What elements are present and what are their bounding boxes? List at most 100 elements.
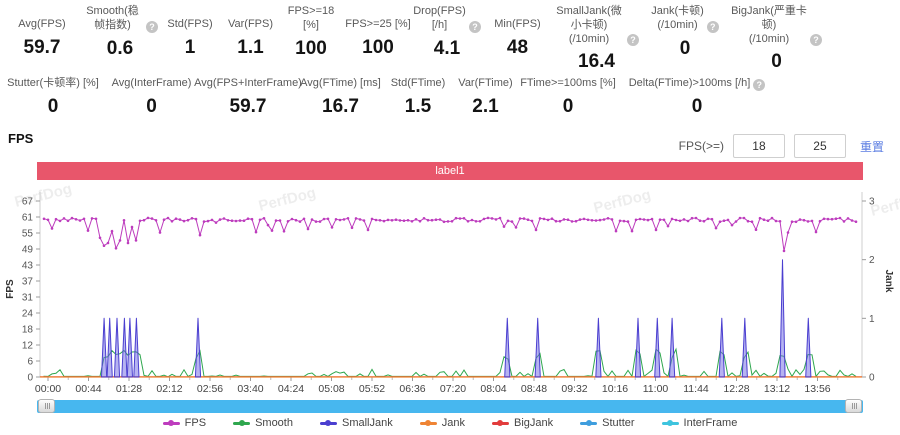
stat-label: Avg(FPS+InterFrame): [194, 77, 302, 90]
svg-text:24: 24: [22, 309, 34, 320]
svg-text:49: 49: [22, 245, 34, 256]
stats-row-1: Avg(FPS) 59.7 Smooth(稳帧指数)? 0.6 Std(FPS)…: [2, 5, 822, 73]
stat-value: 16.7: [322, 96, 359, 117]
svg-text:61: 61: [22, 213, 34, 224]
svg-text:00:00: 00:00: [35, 383, 61, 395]
stat-value: 0: [146, 96, 157, 117]
svg-text:08:04: 08:04: [480, 383, 506, 395]
svg-text:0: 0: [27, 373, 33, 384]
range-handle-left[interactable]: [38, 399, 55, 413]
svg-text:13:56: 13:56: [804, 383, 830, 395]
svg-text:03:40: 03:40: [237, 383, 263, 395]
stat-label: BigJank(严重卡顿) (/10min): [731, 5, 807, 45]
legend-item-interframe[interactable]: InterFrame: [661, 417, 738, 429]
stat-value: 4.1: [433, 37, 461, 59]
grip-icon: [853, 403, 855, 409]
stat-label: Jank(卡顿) (/10min): [651, 5, 704, 31]
stat-avg-interframe: Avg(InterFrame) 0: [104, 64, 199, 118]
svg-text:01:28: 01:28: [116, 383, 142, 395]
stat-value: 2.1: [472, 96, 499, 117]
svg-text:37: 37: [22, 277, 34, 288]
stat-value: 59.7: [23, 37, 61, 58]
svg-text:13:12: 13:12: [764, 383, 790, 395]
stat-value: 0.6: [106, 37, 134, 59]
legend-marker-icon: [580, 420, 598, 426]
stat-fps-ge-18: FPS>=18 [%] 100: [279, 5, 343, 73]
svg-text:PerfDog: PerfDog: [257, 185, 318, 215]
help-icon[interactable]: ?: [469, 20, 481, 33]
stat-std-fps: Std(FPS) 1: [158, 5, 222, 73]
annotation-band: label1: [37, 162, 863, 180]
svg-text:6: 6: [27, 357, 33, 368]
help-icon[interactable]: ?: [627, 34, 639, 47]
legend-item-smooth[interactable]: Smooth: [233, 417, 293, 429]
svg-text:08:48: 08:48: [521, 383, 547, 395]
chart-range-scrollbar[interactable]: [37, 399, 863, 413]
stat-value: 16.4: [578, 51, 615, 73]
legend-label: FPS: [184, 417, 207, 429]
legend-item-fps[interactable]: FPS: [162, 417, 207, 429]
legend-label: Stutter: [602, 417, 635, 429]
stat-fps-ge-25: FPS>=25 [%] 100: [343, 5, 413, 73]
stat-value: 0: [679, 37, 691, 59]
stat-label: SmallJank(微小卡顿) (/10min): [556, 5, 622, 45]
stat-label: Var(FTime): [458, 77, 513, 90]
stat-label: Delta(FTime)>100ms [/h]: [628, 77, 751, 90]
help-icon[interactable]: ?: [753, 79, 766, 91]
svg-text:06:36: 06:36: [399, 383, 425, 395]
stat-value: 1.1: [237, 37, 264, 58]
stat-label: Std(FTime): [390, 77, 446, 90]
svg-text:05:52: 05:52: [359, 383, 385, 395]
reset-link[interactable]: 重置: [859, 139, 884, 154]
help-icon[interactable]: ?: [810, 34, 822, 47]
svg-text:00:44: 00:44: [75, 383, 101, 395]
legend-item-smalljank[interactable]: SmallJank: [319, 417, 393, 429]
svg-text:11:00: 11:00: [643, 383, 669, 395]
legend-marker-icon: [419, 420, 437, 426]
stat-value: 0: [47, 96, 59, 117]
svg-text:10:16: 10:16: [602, 383, 628, 395]
legend-marker-icon: [491, 420, 509, 426]
stats-row-2: Stutter(卡顿率) [%] 0 Avg(InterFrame) 0 Avg…: [2, 64, 782, 118]
stat-value: 48: [506, 37, 529, 58]
svg-text:55: 55: [22, 229, 34, 240]
svg-text:67: 67: [22, 197, 34, 208]
fps-filter-label: FPS(>=): [678, 139, 724, 153]
svg-text:PerfDog: PerfDog: [592, 186, 653, 217]
stat-label: Avg(FTime) [ms]: [300, 77, 381, 90]
stat-smooth: Smooth(稳帧指数)? 0.6: [82, 5, 158, 73]
svg-text:31: 31: [22, 293, 34, 304]
chart-legend: FPS Smooth SmallJank Jank BigJank Stutte…: [0, 417, 900, 429]
help-icon[interactable]: ?: [706, 20, 719, 33]
svg-text:12:28: 12:28: [723, 383, 749, 395]
legend-label: InterFrame: [683, 417, 738, 429]
stat-value: 1: [184, 37, 196, 58]
stat-value: 0: [771, 51, 782, 73]
stat-stutter: Stutter(卡顿率) [%] 0: [2, 64, 104, 118]
stat-label: FPS>=25 [%]: [345, 18, 411, 31]
stat-label: Stutter(卡顿率) [%]: [7, 77, 99, 90]
range-handle-right[interactable]: [845, 399, 862, 413]
svg-text:1: 1: [869, 314, 875, 325]
legend-item-bigjank[interactable]: BigJank: [491, 417, 553, 429]
stat-avg-fps: Avg(FPS) 59.7: [2, 5, 82, 73]
legend-marker-icon: [233, 420, 251, 426]
stat-label: FTime>=100ms [%]: [520, 77, 616, 90]
legend-marker-icon: [162, 420, 180, 426]
help-icon[interactable]: ?: [146, 20, 158, 33]
fps-section-title: FPS: [8, 131, 34, 146]
fps-threshold-min-input[interactable]: [732, 134, 785, 158]
legend-item-stutter[interactable]: Stutter: [580, 417, 635, 429]
svg-text:02:56: 02:56: [197, 383, 223, 395]
stat-bigjank: BigJank(严重卡顿) (/10min)? 0: [731, 5, 822, 73]
stat-label: Min(FPS): [494, 18, 541, 31]
stat-label: Std(FPS): [167, 18, 213, 31]
stat-value: 0: [562, 96, 574, 117]
fps-chart-svg[interactable]: PerfDog PerfDog PerfDog PerfDog061218243137…: [0, 185, 900, 399]
svg-text:43: 43: [22, 261, 34, 272]
legend-label: Jank: [441, 417, 465, 429]
stat-min-fps: Min(FPS) 48: [481, 5, 554, 73]
stat-value: 0: [691, 96, 703, 117]
fps-threshold-max-input[interactable]: [793, 134, 846, 158]
legend-item-jank[interactable]: Jank: [419, 417, 465, 429]
